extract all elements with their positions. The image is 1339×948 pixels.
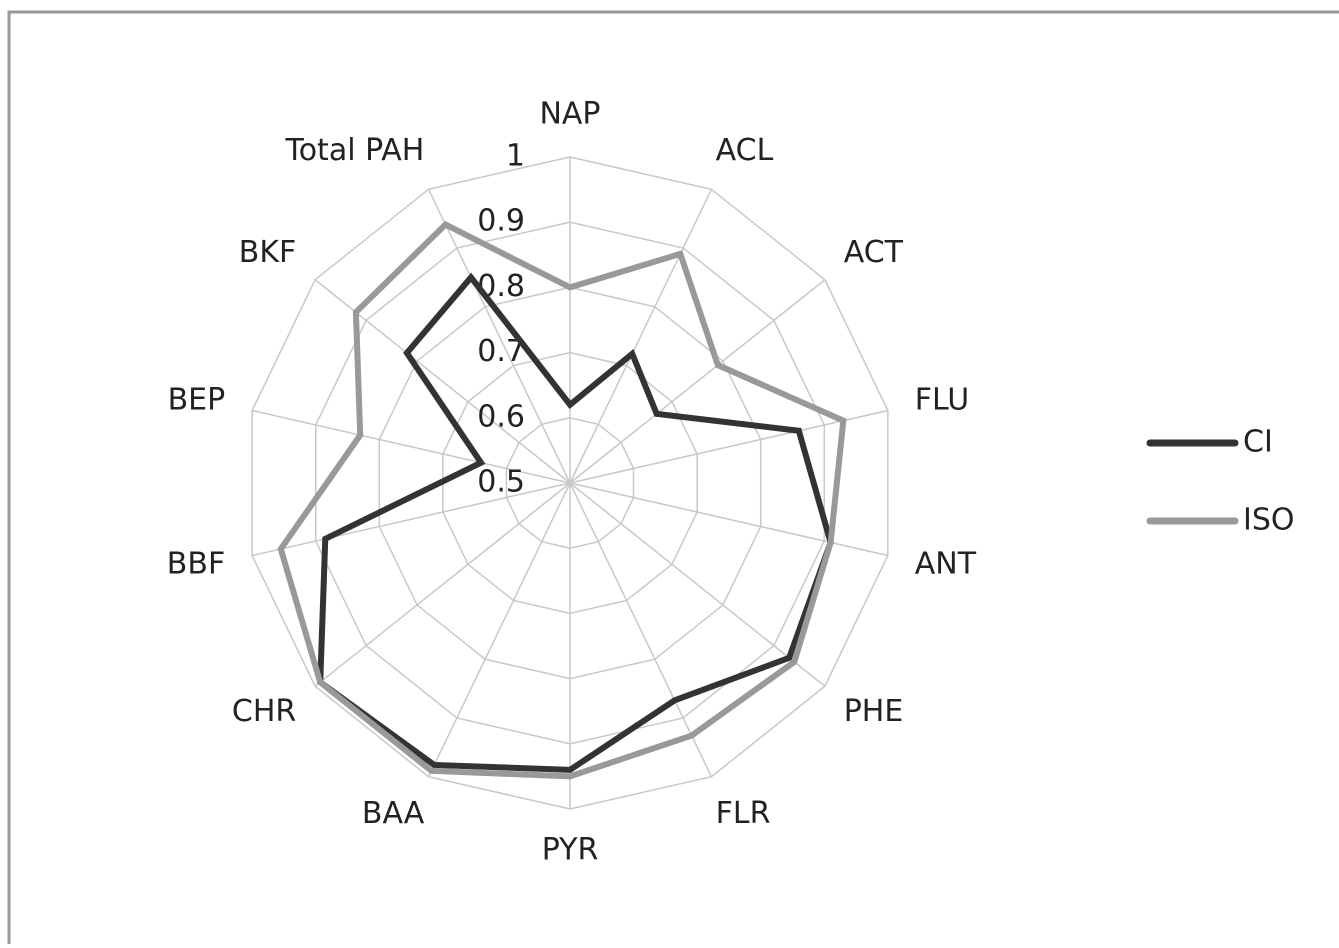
category-label: PHE [844,694,904,729]
spoke [427,188,571,484]
legend-label: ISO [1243,503,1295,538]
spoke [314,482,571,687]
tick-label: 0.6 [477,399,525,434]
category-label: BEP [168,383,226,418]
series-line [277,220,847,780]
category-label: Total PAH [284,133,424,168]
category-label: BAA [362,796,425,831]
category-label: ACL [716,133,774,168]
category-label: FLU [915,383,969,418]
spoke [252,482,571,557]
legend-label: CI [1243,425,1273,460]
spoke [569,279,826,484]
spoke [569,482,826,687]
category-label: ANT [915,546,977,581]
category-label: BKF [239,235,297,270]
category-label: ACT [844,235,904,270]
tick-label: 1 [506,139,525,174]
spoke [427,482,571,778]
spoke [569,188,713,484]
tick-label: 0.5 [477,465,525,500]
spoke [569,482,713,778]
series-line [317,272,834,773]
category-label: CHR [232,694,296,729]
chart-frame [7,10,1339,948]
tick-label: 0.9 [477,204,525,239]
category-label: PYR [542,833,599,868]
spoke [569,482,888,557]
spoke [252,409,571,484]
category-label: NAP [539,97,600,132]
spoke [569,409,888,484]
category-label: FLR [716,796,771,831]
category-label: BBF [167,546,225,581]
